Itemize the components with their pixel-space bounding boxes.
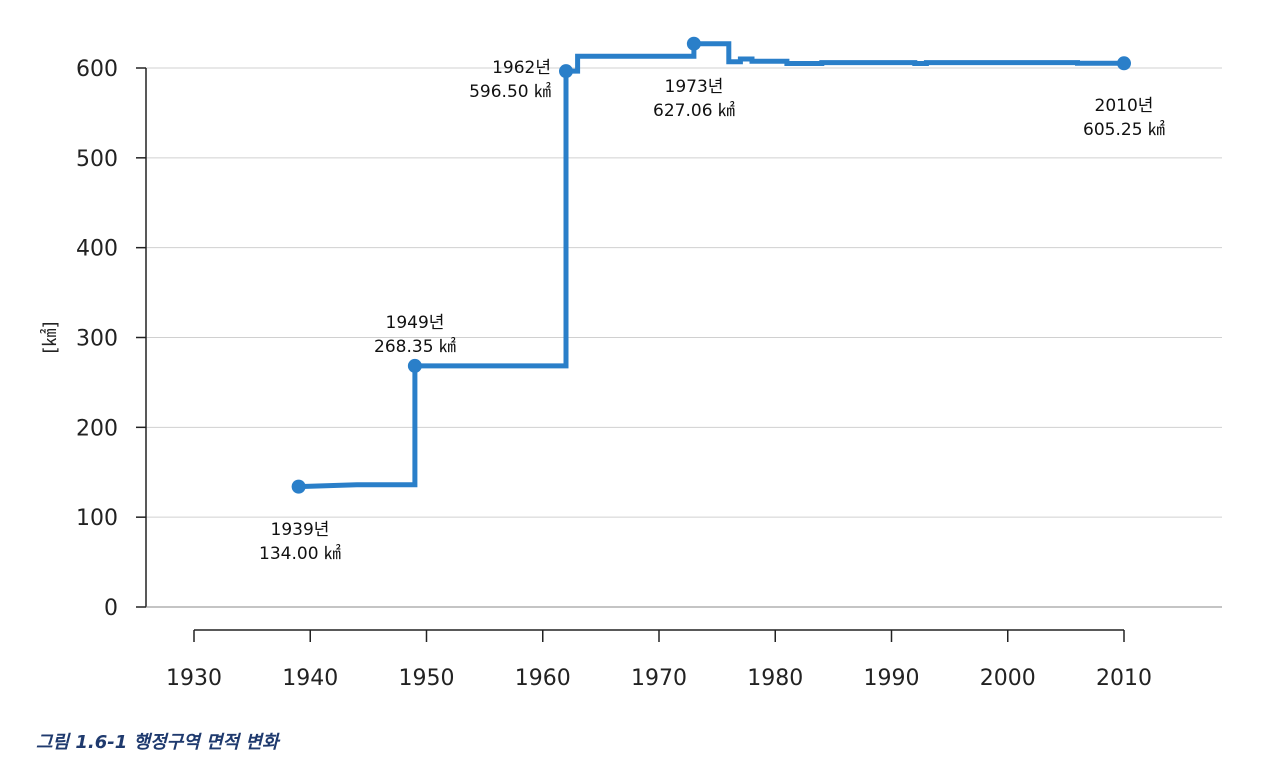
data-point-1939	[291, 479, 306, 494]
label-year-1973: 1973년	[665, 77, 724, 97]
figure-caption: 그림 1.6-1 행정구역 면적 변화	[36, 732, 279, 753]
y-gridlines	[146, 67, 1222, 518]
label-value-1939: 134.00 ㎢	[259, 544, 341, 564]
data-point-1973	[686, 36, 701, 51]
y-tick-label: 300	[76, 327, 118, 352]
x-tick-label: 1990	[864, 666, 920, 691]
label-year-1939: 1939년	[271, 520, 330, 540]
label-value-1973: 627.06 ㎢	[653, 101, 735, 121]
x-tick-label: 1930	[166, 666, 222, 691]
label-year-1962: 1962년	[492, 58, 551, 78]
area-series-line	[298, 41, 1124, 490]
label-value-2010: 605.25 ㎢	[1083, 120, 1165, 140]
x-tick-label: 2010	[1096, 666, 1152, 691]
y-tick-label: 100	[76, 506, 118, 531]
label-value-1962: 596.50 ㎢	[469, 82, 551, 102]
x-tick-label: 1960	[515, 666, 571, 691]
x-tick-label: 2000	[980, 666, 1036, 691]
y-tick-label: 200	[76, 416, 118, 441]
label-value-1949: 268.35 ㎢	[374, 337, 456, 357]
x-tick-label: 1940	[282, 666, 338, 691]
x-tick-label: 1950	[399, 666, 455, 691]
x-axis: 1930 1940 1950 1960 1970 1980 1990 2000 …	[166, 629, 1152, 691]
x-tick-label: 1970	[631, 666, 687, 691]
y-tick-label: 500	[76, 147, 118, 172]
y-axis-label: [㎢]	[39, 321, 61, 353]
label-year-2010: 2010년	[1095, 96, 1154, 116]
data-point-1962	[559, 64, 573, 79]
x-tick-label: 1980	[747, 666, 803, 691]
y-tick-label: 400	[76, 237, 118, 262]
y-tick-label: 0	[104, 596, 118, 621]
data-markers	[291, 36, 1131, 494]
data-point-2010	[1117, 56, 1131, 71]
y-axis: 0 100 200 300 400 500 600 [㎢]	[39, 57, 147, 621]
data-point-1949	[407, 358, 422, 373]
label-year-1949: 1949년	[386, 313, 445, 333]
y-tick-label: 600	[76, 57, 118, 82]
data-labels: 1939년 134.00 ㎢ 1949년 268.35 ㎢ 1962년 596.…	[259, 58, 1165, 564]
